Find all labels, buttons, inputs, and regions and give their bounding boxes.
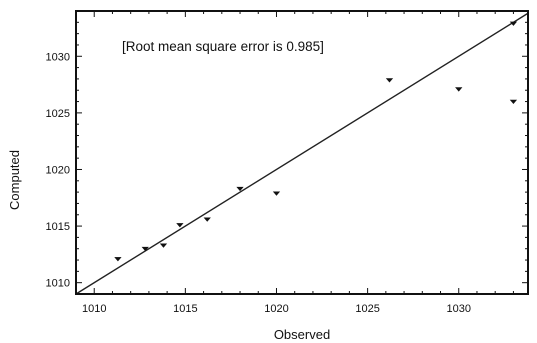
tick-labels: 1010 1015 1020 1025 1030 1010 1015 1020 1025 1030 bbox=[46, 51, 471, 315]
x-tick-label: 1015 bbox=[173, 303, 197, 315]
data-point bbox=[509, 99, 518, 105]
x-tick-label: 1010 bbox=[82, 303, 106, 315]
x-tick-label: 1030 bbox=[446, 303, 470, 315]
data-point bbox=[236, 186, 244, 192]
y-tick-label: 1030 bbox=[46, 51, 70, 63]
data-point bbox=[176, 223, 184, 228]
plot-frame bbox=[75, 10, 529, 295]
x-axis-label: Observed bbox=[274, 327, 330, 342]
data-point bbox=[385, 78, 394, 83]
data-point bbox=[141, 246, 149, 252]
data-point bbox=[272, 191, 281, 196]
data-point bbox=[203, 217, 211, 222]
data-point bbox=[455, 87, 463, 92]
y-axis-label: Computed bbox=[7, 150, 22, 210]
data-points bbox=[114, 21, 518, 262]
rmse-annotation: [Root mean square error is 0.985] bbox=[122, 39, 324, 54]
x-tick-label: 1020 bbox=[264, 303, 288, 315]
y-tick-label: 1025 bbox=[46, 108, 70, 120]
data-point bbox=[159, 243, 168, 248]
x-tick-label: 1025 bbox=[355, 303, 379, 315]
data-point bbox=[509, 21, 518, 26]
y-tick-label: 1020 bbox=[46, 164, 70, 176]
y-tick-label: 1015 bbox=[46, 221, 70, 233]
data-point bbox=[114, 257, 122, 262]
y-tick-label: 1010 bbox=[46, 278, 70, 290]
reference-line bbox=[75, 12, 529, 295]
